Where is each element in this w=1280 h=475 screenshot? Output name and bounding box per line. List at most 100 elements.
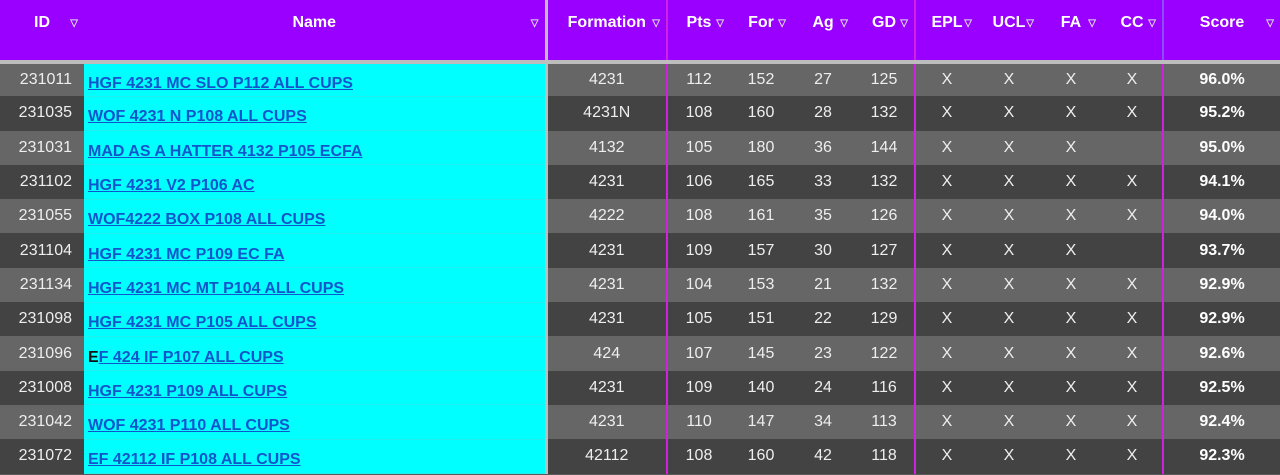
table-row[interactable]: 231134 HGF 4231 MC MT P104 ALL CUPS 4231 10… <box>0 267 1280 303</box>
team-link[interactable]: HGF 4231 MC MT P104 ALL CUPS <box>88 279 345 297</box>
cell-for: 152 <box>730 62 792 97</box>
cell-gd: 132 <box>854 164 915 200</box>
table-row[interactable]: 231055 WOF4222 BOX P108 ALL CUPS 4222 108 16… <box>0 199 1280 234</box>
cell-pts: 110 <box>666 404 730 440</box>
column-header-formation[interactable]: Formation ▽ <box>544 0 667 62</box>
team-link[interactable]: WOF 4231 P110 ALL CUPS <box>88 417 290 435</box>
column-label: EPL <box>931 14 963 31</box>
cell-name: HGF 4231 MC SLO P112 ALL CUPS <box>84 62 546 97</box>
table-row[interactable]: 231102 HGF 4231 V2 P106 AC 4231 106 165 33 132… <box>0 164 1280 200</box>
team-link[interactable]: F 424 IF P107 ALL CUPS <box>98 348 284 366</box>
cell-ucl: X <box>978 370 1040 405</box>
team-link[interactable]: HGF 4231 MC SLO P112 ALL CUPS <box>88 74 353 92</box>
cell-cc: X <box>1102 370 1163 405</box>
cell-ucl: X <box>978 130 1040 165</box>
cell-fa: X <box>1040 302 1102 337</box>
cell-cc: X <box>1102 96 1163 131</box>
filter-icon[interactable]: ▽ <box>1266 18 1274 29</box>
team-link[interactable]: HGF 4231 MC P105 ALL CUPS <box>88 314 317 332</box>
team-link[interactable]: HGF 4231 P109 ALL CUPS <box>88 382 288 400</box>
table-row[interactable]: 231104 HGF 4231 MC P109 EC FA 4231 109 157 30… <box>0 233 1280 269</box>
cell-formation: 4231 <box>544 267 667 303</box>
column-label: Name <box>292 14 337 31</box>
team-link[interactable]: EF 42112 IF P108 ALL CUPS <box>88 451 301 469</box>
filter-icon[interactable]: ▽ <box>964 18 972 29</box>
column-header-for[interactable]: For ▽ <box>730 0 792 62</box>
filter-icon[interactable]: ▽ <box>652 18 660 29</box>
table-row[interactable]: 231072 EF 42112 IF P108 ALL CUPS 42112 108 1… <box>0 439 1280 475</box>
cell-for: 145 <box>730 336 792 371</box>
table-row[interactable]: 231096 EF 424 IF P107 ALL CUPS 424 107 145 23… <box>0 336 1280 372</box>
filter-icon[interactable]: ▽ <box>900 18 908 29</box>
cell-formation: 424 <box>544 336 667 371</box>
column-label: GD <box>872 14 896 31</box>
filter-icon[interactable]: ▽ <box>1148 18 1156 29</box>
header-row: ID ▽ Name ▽ Formation ▽ Pts ▽ For ▽ Ag ▽ GD ▽ EPL ▽ UCL ▽… <box>0 0 1280 63</box>
cell-epl: X <box>914 164 978 200</box>
cell-for: 157 <box>730 233 792 268</box>
cell-id: 231011 <box>0 62 84 97</box>
table-row[interactable]: 231011 HGF 4231 MC SLO P112 ALL CUPS 4231 1… <box>0 62 1280 97</box>
cell-pts: 109 <box>666 233 730 268</box>
cell-ag: 33 <box>792 164 854 200</box>
cell-id: 231031 <box>0 130 84 165</box>
column-header-epl[interactable]: EPL ▽ <box>914 0 978 62</box>
filter-icon[interactable]: ▽ <box>778 18 786 29</box>
cell-ucl: X <box>978 439 1040 474</box>
cell-fa: X <box>1040 439 1102 474</box>
cell-cc: X <box>1102 336 1163 371</box>
cell-ag: 42 <box>792 439 854 474</box>
filter-icon[interactable]: ▽ <box>530 18 539 29</box>
cell-name: WOF4222 BOX P108 ALL CUPS <box>84 199 546 234</box>
cell-ag: 22 <box>792 302 854 337</box>
cell-fa: X <box>1040 370 1102 405</box>
cell-ag: 30 <box>792 233 854 268</box>
table-row[interactable]: 231035 WOF 4231 N P108 ALL CUPS 4231N 108 16… <box>0 96 1280 132</box>
column-header-id[interactable]: ID ▽ <box>0 0 84 62</box>
column-header-score[interactable]: Score ▽ <box>1162 0 1280 63</box>
cell-cc <box>1102 233 1163 268</box>
column-header-pts[interactable]: Pts ▽ <box>666 0 730 62</box>
table-row[interactable]: 231042 WOF 4231 P110 ALL CUPS 4231 110 147 34… <box>0 404 1280 440</box>
team-link[interactable]: HGF 4231 MC P109 EC FA <box>88 245 285 263</box>
cell-fa: X <box>1040 96 1102 131</box>
cell-epl: X <box>914 370 978 405</box>
filter-icon[interactable]: ▽ <box>1026 18 1034 29</box>
cell-epl: X <box>914 439 978 474</box>
table-row[interactable]: 231031 MAD AS A HATTER 4132 P105 ECFA 4132… <box>0 130 1280 166</box>
cell-for: 160 <box>730 96 792 131</box>
team-link[interactable]: WOF 4231 N P108 ALL CUPS <box>88 108 307 126</box>
column-label: Formation <box>567 14 646 31</box>
column-header-name[interactable]: Name ▽ <box>84 0 546 62</box>
cell-fa: X <box>1040 336 1102 371</box>
cell-fa: X <box>1040 62 1102 97</box>
cell-ucl: X <box>978 199 1040 234</box>
filter-icon[interactable]: ▽ <box>716 18 724 29</box>
team-link[interactable]: WOF4222 BOX P108 ALL CUPS <box>88 211 326 229</box>
table-row[interactable]: 231098 HGF 4231 MC P105 ALL CUPS 4231 105 15… <box>0 302 1280 337</box>
column-header-fa[interactable]: FA ▽ <box>1040 0 1102 62</box>
cell-score: 92.6% <box>1162 336 1280 371</box>
cell-name: HGF 4231 MC P105 ALL CUPS <box>84 302 546 337</box>
cell-cc: X <box>1102 199 1163 234</box>
team-link[interactable]: HGF 4231 V2 P106 AC <box>88 177 255 195</box>
column-header-gd[interactable]: GD ▽ <box>854 0 915 62</box>
cell-formation: 4231N <box>544 96 667 131</box>
table-row[interactable]: 231008 HGF 4231 P109 ALL CUPS 4231 109 140 24… <box>0 370 1280 406</box>
cell-pts: 108 <box>666 199 730 234</box>
cell-ag: 35 <box>792 199 854 234</box>
cell-formation: 4132 <box>544 130 667 165</box>
column-header-ag[interactable]: Ag ▽ <box>792 0 854 62</box>
column-header-ucl[interactable]: UCL ▽ <box>978 0 1040 62</box>
column-header-cc[interactable]: CC ▽ <box>1102 0 1163 62</box>
cell-cc: X <box>1102 267 1163 303</box>
filter-icon[interactable]: ▽ <box>70 18 78 29</box>
cell-name: HGF 4231 MC MT P104 ALL CUPS <box>84 267 546 303</box>
cell-name: MAD AS A HATTER 4132 P105 ECFA <box>84 130 546 166</box>
column-label: UCL <box>992 14 1026 31</box>
column-label: Score <box>1199 14 1245 31</box>
team-link[interactable]: MAD AS A HATTER 4132 P105 ECFA <box>88 142 363 160</box>
cell-epl: X <box>914 336 978 371</box>
filter-icon[interactable]: ▽ <box>840 18 848 29</box>
filter-icon[interactable]: ▽ <box>1088 18 1096 29</box>
